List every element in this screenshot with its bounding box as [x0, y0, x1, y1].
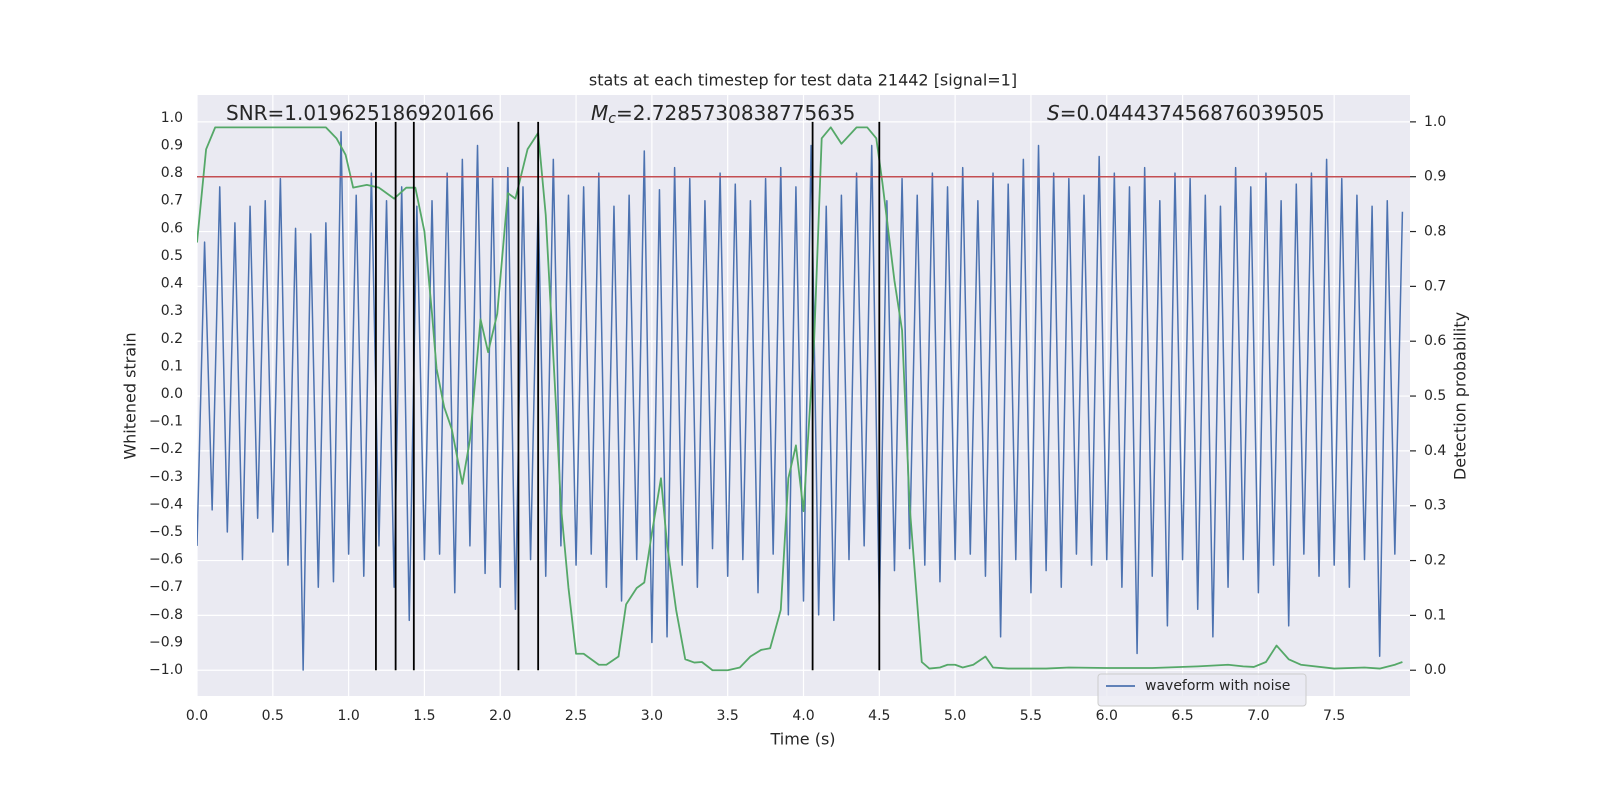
plot-marks: [197, 121, 1410, 672]
x-tick-label: 1.0: [337, 708, 359, 724]
annotation: S=0.044437456876039505: [1047, 101, 1325, 125]
x-tick-label: 2.0: [489, 708, 511, 724]
y2-tick-label: 0.0: [1424, 662, 1446, 678]
y2-tick-label: 1.0: [1424, 114, 1446, 130]
annotation: Mc=2.7285730838775635: [591, 101, 855, 128]
y-axis-label: Whitened strain: [121, 332, 140, 459]
y-tick-label: 0.4: [161, 276, 183, 292]
annotation-symbol: S: [1047, 101, 1060, 125]
x-tick-label: 3.5: [717, 708, 739, 724]
x-tick-label: 7.5: [1323, 708, 1345, 724]
y-tick-label: 0.7: [161, 193, 183, 209]
y2-tick-label: 0.1: [1424, 607, 1446, 623]
y-tick-label: −0.7: [149, 579, 183, 595]
x-tick-label: 4.0: [792, 708, 814, 724]
y-tick-label: −0.8: [149, 607, 183, 623]
y-tick-label: −0.6: [149, 552, 183, 568]
waveform-line: [197, 130, 1404, 671]
annotation-subscript: c: [608, 111, 616, 127]
x-axis-label: Time (s): [769, 730, 835, 749]
x-tick-label: 1.5: [413, 708, 435, 724]
y-tick-label: −0.4: [149, 496, 183, 512]
y2-tick-label: 0.4: [1424, 443, 1446, 459]
annotation: SNR=1.019625186920166: [226, 101, 494, 125]
y-tick-label: 0.5: [161, 248, 183, 264]
y2-axis-label: Detection probability: [1451, 312, 1470, 480]
y2-tick-label: 0.9: [1424, 169, 1446, 185]
y2-tick-label: 0.6: [1424, 333, 1446, 349]
y2-tick-label: 0.2: [1424, 553, 1446, 569]
x-tick-label: 4.5: [868, 708, 890, 724]
y-tick-label: 0.8: [161, 165, 183, 181]
y-tick-label: 0.6: [161, 220, 183, 236]
probability-line: [197, 126, 1403, 672]
annotation-text: =2.7285730838775635: [616, 101, 855, 125]
x-tick-label: 6.0: [1096, 708, 1118, 724]
x-tick-label: 0.0: [186, 708, 208, 724]
y-tick-label: 1.0: [161, 110, 183, 126]
y-tick-label: −0.3: [149, 469, 183, 485]
x-tick-label: 6.5: [1171, 708, 1193, 724]
y2-tick-label: 0.8: [1424, 224, 1446, 240]
y-tick-label: −0.5: [149, 524, 183, 540]
y2-tick-label: 0.3: [1424, 498, 1446, 514]
legend-box: [1097, 673, 1307, 707]
y2-tick-label: 0.5: [1424, 388, 1446, 404]
legend-label: waveform with noise: [1145, 678, 1290, 694]
x-tick-label: 3.0: [641, 708, 663, 724]
y-tick-label: 0.0: [161, 386, 183, 402]
y-tick-label: 0.3: [161, 303, 183, 319]
legend: waveform with noise: [1097, 673, 1307, 707]
y-tick-label: −0.1: [149, 414, 183, 430]
y-tick-label: −0.9: [149, 634, 183, 650]
annotation-text: =0.044437456876039505: [1060, 101, 1325, 125]
annotation-symbol: M: [591, 101, 608, 125]
y-tick-label: −0.2: [149, 441, 183, 457]
y2-tick-label: 0.7: [1424, 278, 1446, 294]
annotation-text: SNR=1.019625186920166: [226, 101, 494, 125]
x-tick-label: 2.5: [565, 708, 587, 724]
x-tick-label: 5.0: [944, 708, 966, 724]
y-tick-label: 0.2: [161, 331, 183, 347]
y-tick-label: 0.1: [161, 358, 183, 374]
x-tick-label: 0.5: [262, 708, 284, 724]
chart-title: stats at each timestep for test data 214…: [589, 71, 1017, 90]
x-tick-label: 7.0: [1247, 708, 1269, 724]
y-tick-label: −1.0: [149, 662, 183, 678]
y-tick-label: 0.9: [161, 138, 183, 154]
x-tick-label: 5.5: [1020, 708, 1042, 724]
labels: 0.0 0.5 1.0 1.5 2.0 2.5 3.0 3.5 4.0 4.5 5.0 5.5 6.0 6…: [149, 101, 1446, 725]
